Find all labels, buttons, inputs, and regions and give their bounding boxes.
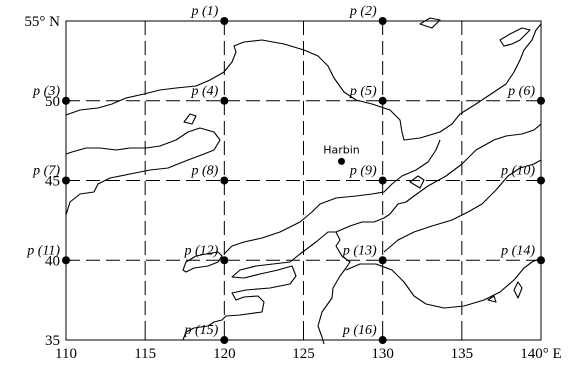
grid-point-marker: [62, 96, 70, 105]
grid-point-marker: [378, 17, 387, 25]
grid-point-label: p (4): [191, 84, 219, 99]
city-marker: Harbin: [323, 143, 360, 165]
border: [499, 27, 531, 47]
grid-point-label: p (1): [191, 4, 219, 19]
coastline: [335, 123, 542, 233]
lon-tick-label: 130: [371, 346, 394, 362]
grid-point-marker: [378, 336, 387, 344]
grid-point-marker: [537, 96, 545, 105]
lon-tick-label: 120: [213, 346, 236, 362]
lon-tick-label: 140° E: [520, 346, 561, 362]
grid-point-marker: [62, 176, 70, 185]
city-label: Harbin: [323, 143, 360, 156]
grid-point-marker: [537, 256, 545, 265]
grid-point-marker: [537, 176, 545, 185]
grid-point-marker: [62, 256, 70, 265]
grid-point-label: p (11): [26, 243, 60, 258]
grid-point-marker: [378, 96, 387, 105]
lat-tick-label: 35: [45, 333, 60, 349]
border: [223, 139, 441, 255]
border: [65, 23, 542, 141]
coastline: [182, 231, 351, 345]
lat-tick-label: 50: [45, 94, 60, 110]
grid-point-label: p (12): [184, 243, 219, 258]
grid-point-marker: [378, 256, 387, 265]
grid-point-marker: [220, 96, 229, 105]
coastline: [383, 159, 542, 253]
grid-point-marker: [220, 336, 229, 344]
graticule: 110 115 120 125 130 135 140° E 55° N 50 45 40 35: [24, 14, 561, 362]
grid-point-label: p (3): [32, 84, 60, 99]
grid-point-label: p (13): [342, 243, 377, 258]
coastline-borders: [65, 17, 542, 345]
lon-tick-label: 110: [55, 346, 77, 362]
grid-point-label: p (7): [32, 164, 60, 179]
lat-tick-label: 55° N: [24, 14, 60, 30]
island: [513, 281, 523, 299]
grid-point-marker: [378, 176, 387, 185]
lat-tick-label: 40: [45, 253, 60, 269]
lon-tick-label: 135: [451, 346, 474, 362]
island: [487, 295, 497, 303]
grid-point-marker: [220, 17, 229, 25]
grid-point-label: p (10): [500, 164, 535, 179]
border: [419, 17, 441, 29]
grid-points: p (1) p (2) p (3) p (4) p (5) p (6) p (7) p (8)…: [26, 4, 545, 344]
border: [409, 175, 425, 189]
grid-point-label: p (9): [349, 164, 377, 179]
grid-point-label: p (6): [507, 84, 535, 99]
grid-point-label: p (14): [500, 243, 535, 258]
grid-point-label: p (8): [191, 164, 219, 179]
grid-point-label: p (5): [349, 84, 377, 99]
lon-tick-label: 115: [134, 346, 156, 362]
coastline: [345, 257, 542, 309]
grid-point-label: p (16): [342, 323, 377, 338]
lon-tick-label: 125: [292, 346, 315, 362]
grid-point-label: p (2): [349, 4, 377, 19]
coastline: [182, 251, 223, 273]
lat-tick-label: 45: [45, 174, 60, 190]
border: [183, 113, 197, 125]
border: [65, 127, 221, 216]
grid-point-label: p (15): [184, 323, 219, 338]
grid-point-marker: [220, 256, 229, 265]
grid-point-marker: [220, 176, 229, 185]
city-dot: [338, 157, 345, 165]
